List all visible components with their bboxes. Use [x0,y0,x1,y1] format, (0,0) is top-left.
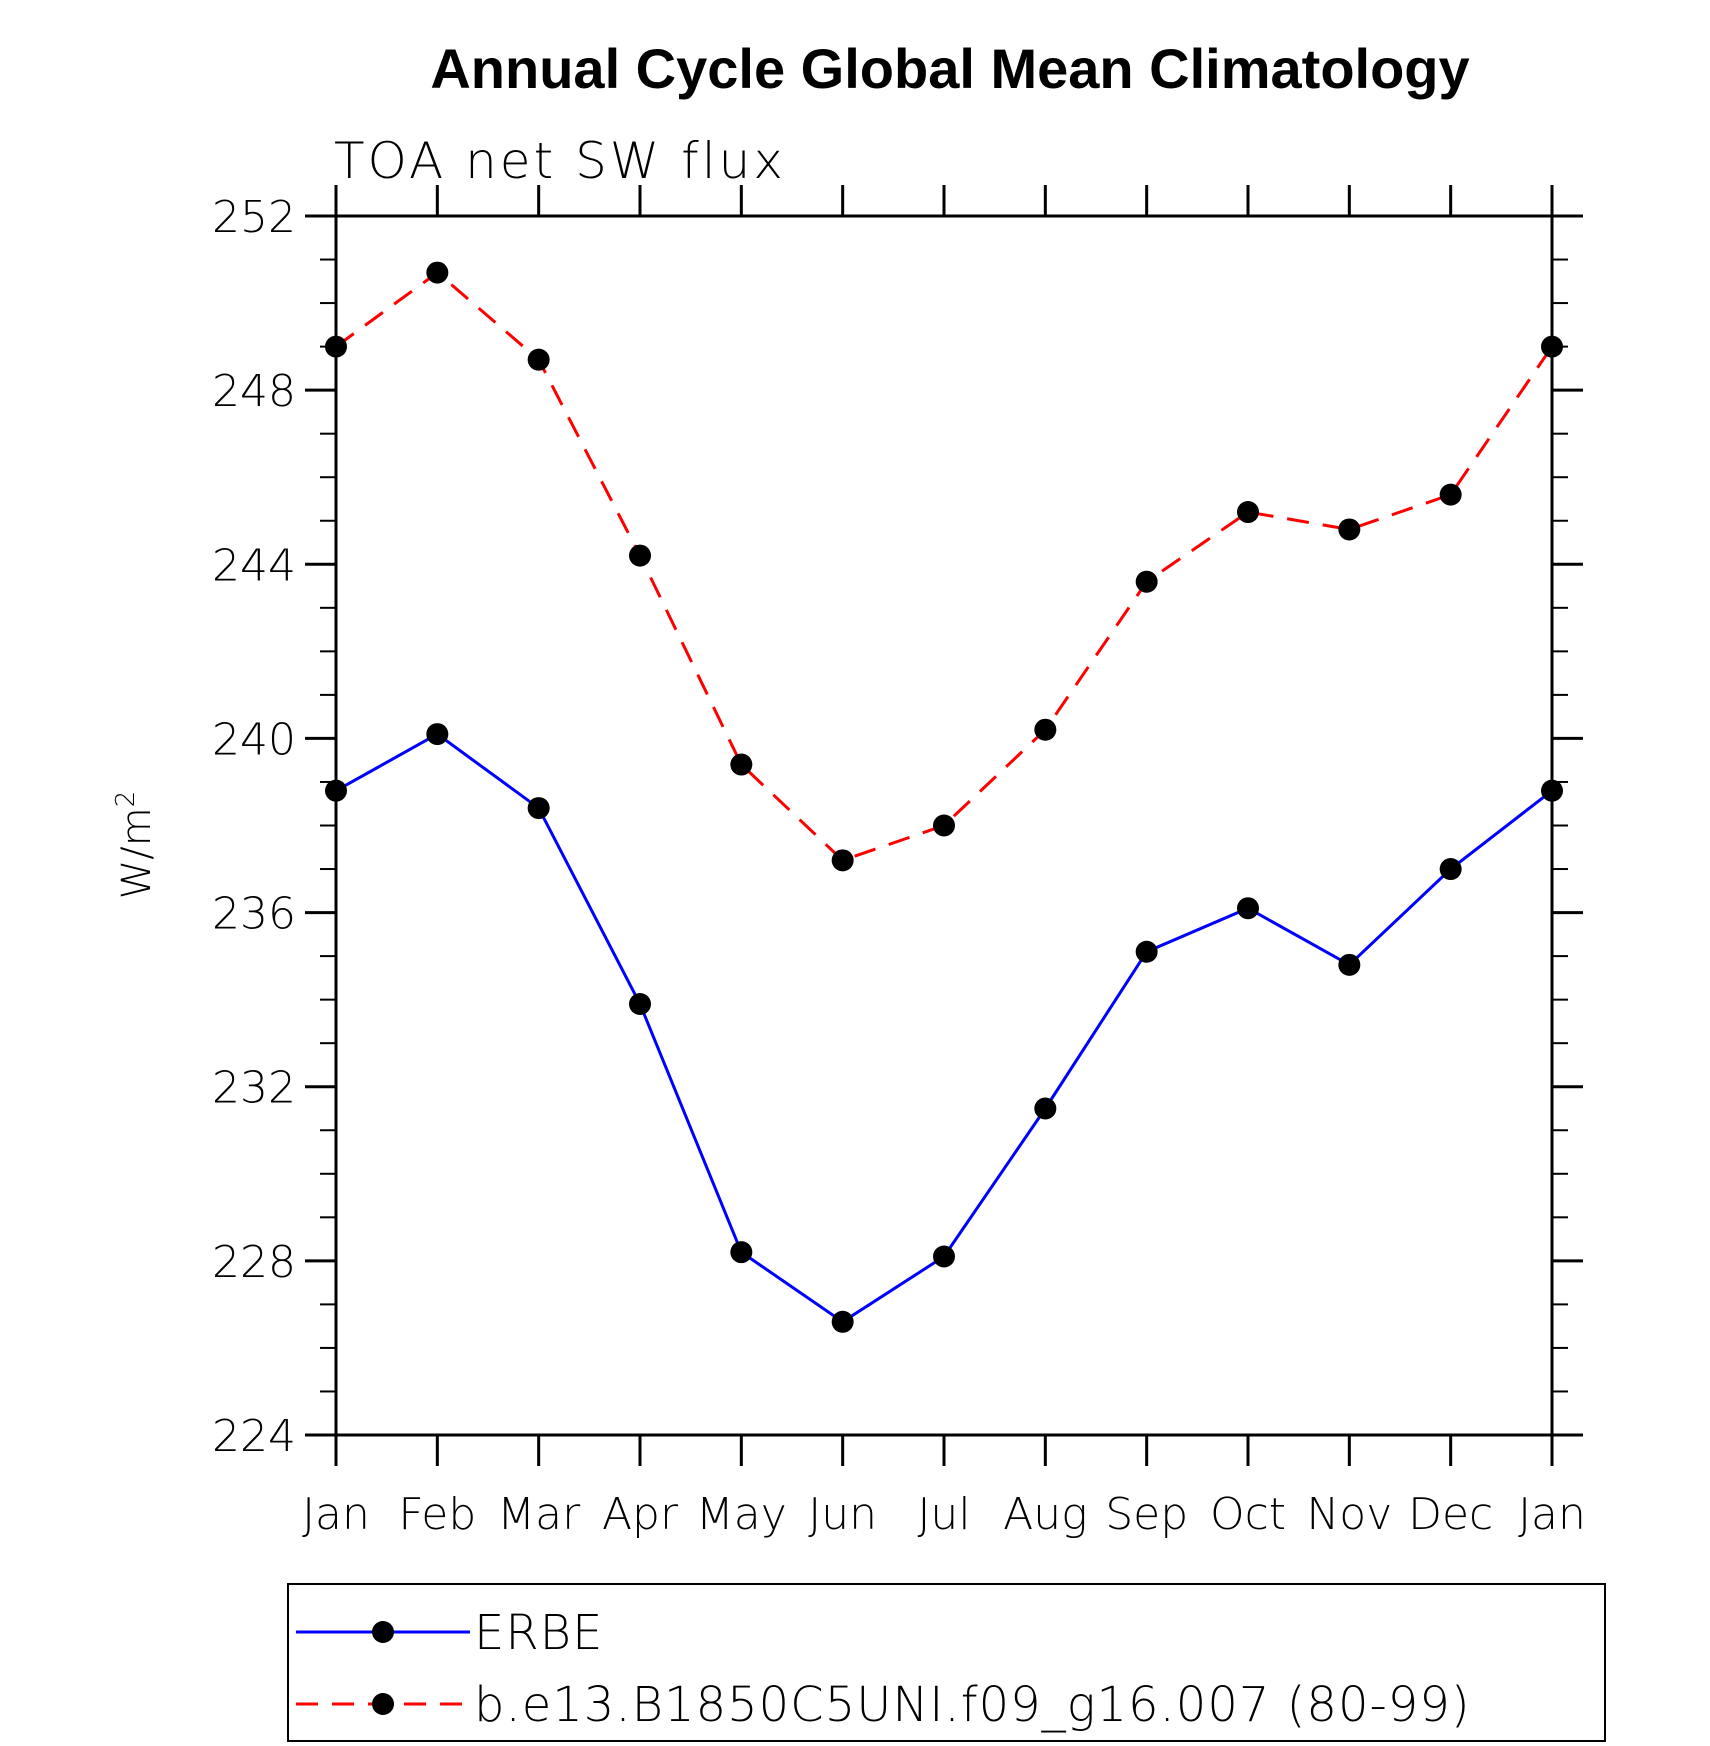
x-tick-label: Nov [1306,1489,1392,1540]
y-tick-label: 244 [212,540,296,591]
series-1-point [1135,570,1158,593]
series-0-point [1237,897,1259,920]
series-1-point [527,348,550,371]
series-0-point [1338,953,1361,976]
series-layer [325,261,1563,1333]
x-tick-label: Feb [398,1489,476,1540]
y-axis-label-superscript: 2 [111,791,141,808]
x-tick-label: Sep [1105,1489,1188,1540]
x-tick-label: May [696,1489,787,1540]
legend: ERBE b.e13.B1850C5UNI.f09_g16.007 (80-99) [287,1583,1606,1742]
series-0-point [426,723,449,746]
x-tick-label: Dec [1408,1489,1493,1540]
series-1-point [426,261,449,284]
y-tick-label: 224 [212,1411,296,1462]
x-tick-label: Aug [1003,1489,1087,1540]
legend-label-1: b.e13.B1850C5UNI.f09_g16.007 (80-99) [474,1677,1471,1733]
series-0-point [629,992,651,1015]
axes: 224 228 232 236 240 244 248 252 Jan Feb Mar Apr May J… [212,185,1586,1540]
legend-box [287,1583,1606,1742]
x-tick-label: Mar [497,1489,581,1540]
x-tick-label: Jun [808,1489,877,1540]
x-tick-label: Oct [1210,1489,1286,1540]
legend-label-0: ERBE [474,1605,603,1661]
chart-title: Annual Cycle Global Mean Climatology [430,37,1469,100]
y-axis-label-text: W/m [114,807,160,899]
y-axis-label: W/m2 [111,791,160,900]
series-0-point [1541,779,1563,802]
series-1-point [1439,483,1462,506]
series-1-point [1338,518,1361,541]
svg-text:W/m2: W/m2 [111,791,160,900]
series-line-1 [335,270,1554,863]
x-tick-label: Jan [302,1489,370,1540]
series-0-point [933,1245,955,1268]
legend-marker-0 [372,1621,394,1643]
y-tick-label: 252 [212,192,296,243]
series-1-point [1034,718,1057,741]
x-tick-label: Apr [602,1489,679,1540]
legend-items: ERBE b.e13.B1850C5UNI.f09_g16.007 (80-99) [296,1605,1471,1733]
y-tick-label: 228 [212,1237,296,1288]
series-0-point [1135,940,1158,963]
y-tick-label: 232 [212,1063,296,1114]
series-1-point [1237,501,1259,524]
series-0-point [527,797,550,820]
series-1-point [325,335,347,358]
series-1-point [629,544,651,567]
series-0-point [1034,1097,1057,1120]
series-1-point [831,849,854,872]
y-tick-label: 240 [212,714,296,765]
series-0-point [730,1241,753,1264]
series-0-point [831,1310,854,1333]
series-1-point [1541,335,1563,358]
y-tick-label: 248 [212,366,296,417]
series-1-point [933,814,955,837]
y-tick-label: 236 [212,889,296,940]
legend-marker-1 [372,1693,394,1715]
series-0-point [325,779,347,802]
series-1-point [730,753,753,776]
x-tick-label: Jul [917,1489,970,1540]
chart-subtitle: TOA net SW flux [334,132,786,190]
series-0-point [1439,858,1462,881]
x-tick-label: Jan [1518,1489,1586,1540]
